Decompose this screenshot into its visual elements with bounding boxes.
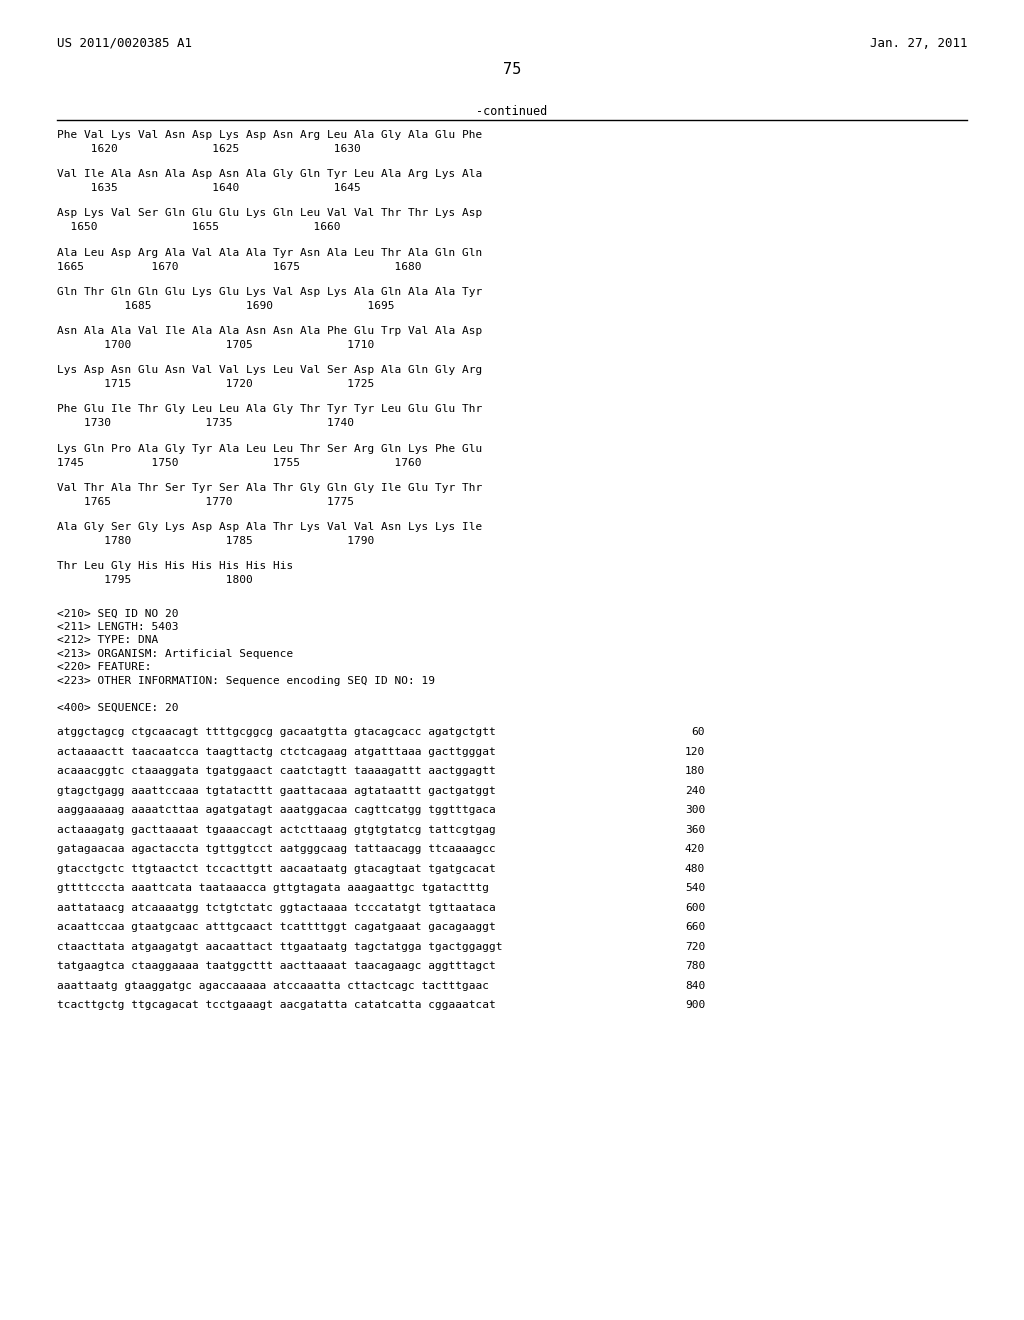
- Text: Phe Glu Ile Thr Gly Leu Leu Ala Gly Thr Tyr Tyr Leu Glu Glu Thr: Phe Glu Ile Thr Gly Leu Leu Ala Gly Thr …: [57, 404, 482, 414]
- Text: Gln Thr Gln Gln Glu Lys Glu Lys Val Asp Lys Ala Gln Ala Ala Tyr: Gln Thr Gln Gln Glu Lys Glu Lys Val Asp …: [57, 286, 482, 297]
- Text: gtagctgagg aaattccaaa tgtatacttt gaattacaaa agtataattt gactgatggt: gtagctgagg aaattccaaa tgtatacttt gaattac…: [57, 785, 496, 796]
- Text: <400> SEQUENCE: 20: <400> SEQUENCE: 20: [57, 704, 178, 713]
- Text: Jan. 27, 2011: Jan. 27, 2011: [869, 37, 967, 50]
- Text: Ala Leu Asp Arg Ala Val Ala Ala Tyr Asn Ala Leu Thr Ala Gln Gln: Ala Leu Asp Arg Ala Val Ala Ala Tyr Asn …: [57, 248, 482, 257]
- Text: 1700              1705              1710: 1700 1705 1710: [57, 341, 374, 350]
- Text: 1665          1670              1675              1680: 1665 1670 1675 1680: [57, 261, 422, 272]
- Text: Lys Asp Asn Glu Asn Val Val Lys Leu Val Ser Asp Ala Gln Gly Arg: Lys Asp Asn Glu Asn Val Val Lys Leu Val …: [57, 366, 482, 375]
- Text: gtacctgctc ttgtaactct tccacttgtt aacaataatg gtacagtaat tgatgcacat: gtacctgctc ttgtaactct tccacttgtt aacaata…: [57, 863, 496, 874]
- Text: 1765              1770              1775: 1765 1770 1775: [57, 496, 354, 507]
- Text: 420: 420: [685, 845, 705, 854]
- Text: 1635              1640              1645: 1635 1640 1645: [57, 183, 360, 193]
- Text: <211> LENGTH: 5403: <211> LENGTH: 5403: [57, 622, 178, 632]
- Text: Phe Val Lys Val Asn Asp Lys Asp Asn Arg Leu Ala Gly Ala Glu Phe: Phe Val Lys Val Asn Asp Lys Asp Asn Arg …: [57, 129, 482, 140]
- Text: gttttcccta aaattcata taataaacca gttgtagata aaagaattgc tgatactttg: gttttcccta aaattcata taataaacca gttgtaga…: [57, 883, 489, 894]
- Text: 480: 480: [685, 863, 705, 874]
- Text: acaattccaa gtaatgcaac atttgcaact tcattttggt cagatgaaat gacagaaggt: acaattccaa gtaatgcaac atttgcaact tcatttt…: [57, 923, 496, 932]
- Text: ctaacttata atgaagatgt aacaattact ttgaataatg tagctatgga tgactggaggt: ctaacttata atgaagatgt aacaattact ttgaata…: [57, 941, 503, 952]
- Text: 1650              1655              1660: 1650 1655 1660: [57, 222, 341, 232]
- Text: Val Ile Ala Asn Ala Asp Asn Ala Gly Gln Tyr Leu Ala Arg Lys Ala: Val Ile Ala Asn Ala Asp Asn Ala Gly Gln …: [57, 169, 482, 180]
- Text: 1745          1750              1755              1760: 1745 1750 1755 1760: [57, 458, 422, 467]
- Text: 780: 780: [685, 961, 705, 972]
- Text: Asp Lys Val Ser Gln Glu Glu Lys Gln Leu Val Val Thr Thr Lys Asp: Asp Lys Val Ser Gln Glu Glu Lys Gln Leu …: [57, 209, 482, 218]
- Text: 840: 840: [685, 981, 705, 991]
- Text: <212> TYPE: DNA: <212> TYPE: DNA: [57, 635, 159, 645]
- Text: 75: 75: [503, 62, 521, 77]
- Text: Lys Gln Pro Ala Gly Tyr Ala Leu Leu Thr Ser Arg Gln Lys Phe Glu: Lys Gln Pro Ala Gly Tyr Ala Leu Leu Thr …: [57, 444, 482, 454]
- Text: 660: 660: [685, 923, 705, 932]
- Text: 1780              1785              1790: 1780 1785 1790: [57, 536, 374, 546]
- Text: Thr Leu Gly His His His His His His: Thr Leu Gly His His His His His His: [57, 561, 293, 572]
- Text: <210> SEQ ID NO 20: <210> SEQ ID NO 20: [57, 609, 178, 618]
- Text: 120: 120: [685, 747, 705, 756]
- Text: actaaaactt taacaatcca taagttactg ctctcagaag atgatttaaa gacttgggat: actaaaactt taacaatcca taagttactg ctctcag…: [57, 747, 496, 756]
- Text: 180: 180: [685, 766, 705, 776]
- Text: aaggaaaaag aaaatcttaa agatgatagt aaatggacaa cagttcatgg tggtttgaca: aaggaaaaag aaaatcttaa agatgatagt aaatgga…: [57, 805, 496, 816]
- Text: tcacttgctg ttgcagacat tcctgaaagt aacgatatta catatcatta cggaaatcat: tcacttgctg ttgcagacat tcctgaaagt aacgata…: [57, 1001, 496, 1010]
- Text: 60: 60: [691, 727, 705, 737]
- Text: 900: 900: [685, 1001, 705, 1010]
- Text: <213> ORGANISM: Artificial Sequence: <213> ORGANISM: Artificial Sequence: [57, 649, 293, 659]
- Text: -continued: -continued: [476, 106, 548, 117]
- Text: Asn Ala Ala Val Ile Ala Ala Asn Asn Ala Phe Glu Trp Val Ala Asp: Asn Ala Ala Val Ile Ala Ala Asn Asn Ala …: [57, 326, 482, 337]
- Text: <223> OTHER INFORMATION: Sequence encoding SEQ ID NO: 19: <223> OTHER INFORMATION: Sequence encodi…: [57, 676, 435, 686]
- Text: 360: 360: [685, 825, 705, 834]
- Text: 540: 540: [685, 883, 705, 894]
- Text: 1730              1735              1740: 1730 1735 1740: [57, 418, 354, 429]
- Text: 240: 240: [685, 785, 705, 796]
- Text: Val Thr Ala Thr Ser Tyr Ser Ala Thr Gly Gln Gly Ile Glu Tyr Thr: Val Thr Ala Thr Ser Tyr Ser Ala Thr Gly …: [57, 483, 482, 492]
- Text: US 2011/0020385 A1: US 2011/0020385 A1: [57, 37, 193, 50]
- Text: 1620              1625              1630: 1620 1625 1630: [57, 144, 360, 154]
- Text: 600: 600: [685, 903, 705, 912]
- Text: aaattaatg gtaaggatgc agaccaaaaa atccaaatta cttactcagc tactttgaac: aaattaatg gtaaggatgc agaccaaaaa atccaaat…: [57, 981, 489, 991]
- Text: actaaagatg gacttaaaat tgaaaccagt actcttaaag gtgtgtatcg tattcgtgag: actaaagatg gacttaaaat tgaaaccagt actctta…: [57, 825, 496, 834]
- Text: gatagaacaa agactaccta tgttggtcct aatgggcaag tattaacagg ttcaaaagcc: gatagaacaa agactaccta tgttggtcct aatgggc…: [57, 845, 496, 854]
- Text: acaaacggtc ctaaaggata tgatggaact caatctagtt taaaagattt aactggagtt: acaaacggtc ctaaaggata tgatggaact caatcta…: [57, 766, 496, 776]
- Text: <220> FEATURE:: <220> FEATURE:: [57, 663, 152, 672]
- Text: 1685              1690              1695: 1685 1690 1695: [57, 301, 394, 310]
- Text: Ala Gly Ser Gly Lys Asp Asp Ala Thr Lys Val Val Asn Lys Lys Ile: Ala Gly Ser Gly Lys Asp Asp Ala Thr Lys …: [57, 521, 482, 532]
- Text: aattataacg atcaaaatgg tctgtctatc ggtactaaaa tcccatatgt tgttaataca: aattataacg atcaaaatgg tctgtctatc ggtacta…: [57, 903, 496, 912]
- Text: tatgaagtca ctaaggaaaa taatggcttt aacttaaaat taacagaagc aggtttagct: tatgaagtca ctaaggaaaa taatggcttt aacttaa…: [57, 961, 496, 972]
- Text: 1795              1800: 1795 1800: [57, 576, 253, 585]
- Text: 720: 720: [685, 941, 705, 952]
- Text: atggctagcg ctgcaacagt ttttgcggcg gacaatgtta gtacagcacc agatgctgtt: atggctagcg ctgcaacagt ttttgcggcg gacaatg…: [57, 727, 496, 737]
- Text: 1715              1720              1725: 1715 1720 1725: [57, 379, 374, 389]
- Text: 300: 300: [685, 805, 705, 816]
